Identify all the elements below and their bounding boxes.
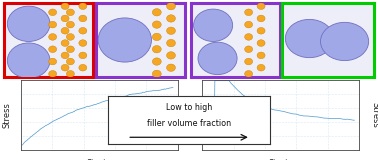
Circle shape [98, 18, 152, 62]
Circle shape [194, 9, 232, 41]
Circle shape [7, 43, 50, 78]
Circle shape [167, 52, 175, 59]
Circle shape [61, 64, 69, 71]
Circle shape [152, 46, 161, 53]
Circle shape [257, 40, 265, 46]
Circle shape [257, 28, 265, 34]
Circle shape [245, 46, 253, 52]
Circle shape [285, 19, 333, 58]
Circle shape [245, 34, 253, 40]
Circle shape [167, 2, 175, 10]
Circle shape [49, 34, 57, 40]
Circle shape [257, 52, 265, 59]
Circle shape [257, 64, 265, 71]
Circle shape [152, 9, 161, 16]
Text: Low to high: Low to high [166, 104, 212, 112]
Circle shape [79, 40, 87, 46]
Circle shape [67, 46, 74, 52]
Circle shape [49, 9, 57, 16]
Circle shape [7, 6, 50, 41]
Circle shape [167, 64, 175, 71]
Text: filler volume fraction: filler volume fraction [147, 119, 231, 128]
Circle shape [245, 21, 253, 28]
Circle shape [257, 15, 265, 22]
Circle shape [198, 42, 237, 75]
Circle shape [321, 22, 369, 61]
Circle shape [79, 28, 87, 34]
Circle shape [49, 21, 57, 28]
Circle shape [245, 9, 253, 16]
Text: Strain: Strain [87, 159, 112, 160]
Circle shape [49, 58, 57, 65]
Circle shape [257, 3, 265, 9]
Text: Strain: Strain [268, 159, 293, 160]
Circle shape [152, 70, 161, 78]
Circle shape [79, 3, 87, 9]
Circle shape [167, 27, 175, 34]
Circle shape [79, 52, 87, 59]
Circle shape [152, 58, 161, 65]
Circle shape [67, 9, 74, 16]
Circle shape [61, 28, 69, 34]
Circle shape [67, 58, 74, 65]
Circle shape [152, 21, 161, 28]
Circle shape [79, 64, 87, 71]
Circle shape [67, 21, 74, 28]
Circle shape [61, 3, 69, 9]
Circle shape [79, 15, 87, 22]
Text: Stress: Stress [370, 102, 378, 128]
Circle shape [67, 34, 74, 40]
Circle shape [245, 71, 253, 77]
Circle shape [61, 52, 69, 59]
Circle shape [61, 40, 69, 46]
Circle shape [49, 46, 57, 52]
Circle shape [67, 71, 74, 77]
Circle shape [152, 33, 161, 41]
Circle shape [167, 15, 175, 22]
Circle shape [245, 58, 253, 65]
Circle shape [49, 71, 57, 77]
Circle shape [167, 39, 175, 47]
Text: Stress: Stress [2, 102, 11, 128]
Circle shape [61, 15, 69, 22]
